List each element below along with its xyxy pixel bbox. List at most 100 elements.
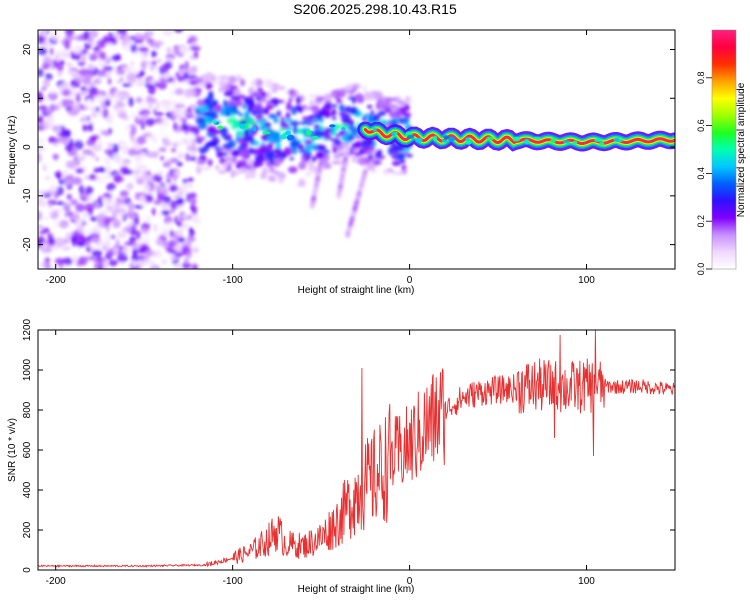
heatmap-cell: [110, 95, 116, 101]
heatmap-cell: [304, 139, 313, 145]
heatmap-cell: [97, 71, 104, 78]
heatmap-cell: [55, 201, 65, 206]
heatmap-cell: [169, 89, 175, 97]
heatmap-cell: [166, 46, 172, 55]
heatmap-cell: [175, 244, 180, 253]
heatmap-cell: [254, 104, 263, 112]
heatmap-cell: [154, 124, 165, 129]
heatmap-cell: [58, 219, 69, 229]
heatmap-cell: [112, 66, 117, 73]
heatmap-cell: [362, 115, 367, 123]
heatmap-cell: [179, 64, 186, 70]
heatmap-cell: [45, 107, 54, 116]
heatmap-cell: [347, 96, 355, 100]
heatmap-cell: [73, 35, 85, 41]
heatmap-cell: [194, 87, 202, 93]
heatmap-cell: [398, 107, 408, 112]
heatmap-cell: [523, 138, 530, 145]
heatmap-cell: [345, 105, 352, 113]
heatmap-cell: [53, 119, 65, 127]
heatmap-cell: [119, 92, 128, 99]
heatmap-cell: [353, 152, 363, 157]
heatmap-cell: [396, 152, 406, 160]
heatmap-cell: [375, 153, 382, 159]
heatmap-cell: [38, 195, 43, 203]
heatmap-cell: [127, 97, 134, 107]
heatmap-cell: [126, 220, 133, 228]
heatmap-cell: [72, 147, 78, 158]
heatmap-cell: [80, 113, 88, 122]
heatmap-cell: [71, 210, 80, 221]
heatmap-cell: [276, 110, 282, 118]
heatmap-cell: [163, 117, 169, 128]
heatmap-cell: [115, 238, 120, 249]
snr-y-axis: 0 200 400 600 800 1000 1200: [22, 318, 675, 573]
heatmap-cell: [224, 85, 230, 91]
heatmap-cell: [88, 64, 96, 71]
heatmap-cell: [298, 148, 306, 154]
heatmap-cell: [166, 221, 171, 230]
heatmap-cell: [56, 71, 63, 77]
spectrogram-x-label: Height of straight line (km): [298, 285, 415, 296]
heatmap-cell: [46, 209, 52, 215]
heatmap-cell: [207, 158, 213, 167]
heatmap-cell: [45, 120, 56, 128]
heatmap-cell: [65, 160, 77, 169]
heatmap-cell: [310, 144, 318, 150]
heatmap-cell: [152, 136, 158, 144]
heatmap-cell: [84, 71, 94, 80]
heatmap-cell: [618, 138, 623, 143]
heatmap-cell: [345, 231, 351, 238]
heatmap-cell: [43, 163, 55, 169]
heatmap-cell: [249, 147, 254, 154]
heatmap-cell: [46, 177, 56, 187]
heatmap-cell: [295, 96, 302, 105]
heatmap-cell: [373, 113, 381, 122]
heatmap-cell: [572, 140, 578, 145]
heatmap-cell: [96, 93, 105, 103]
heatmap-cell: [289, 120, 300, 127]
heatmap-cell: [38, 230, 47, 235]
heatmap-cell: [174, 170, 180, 177]
heatmap-cell: [140, 121, 145, 130]
heatmap-cell: [136, 77, 145, 88]
heatmap-cell: [38, 210, 43, 221]
heatmap-cell: [64, 142, 74, 152]
heatmap-cell: [136, 135, 147, 145]
heatmap-cell: [70, 234, 78, 243]
heatmap-cell: [182, 118, 187, 126]
spectrogram-y-tick-label: -10: [22, 188, 33, 203]
heatmap-cell: [297, 106, 304, 112]
heatmap-cell: [96, 175, 107, 184]
heatmap-cell: [176, 220, 183, 228]
heatmap-cell: [103, 148, 115, 155]
heatmap-cell: [155, 170, 164, 176]
heatmap-cell: [189, 55, 195, 60]
heatmap-cell: [275, 157, 282, 166]
heatmap-cell: [122, 115, 130, 121]
heatmap-cell: [225, 112, 231, 117]
heatmap-cell: [116, 30, 128, 35]
heatmap-cell: [38, 47, 48, 56]
heatmap-cell: [261, 170, 267, 179]
heatmap-cell: [117, 161, 128, 167]
heatmap-cell: [219, 127, 229, 136]
colorbar-tick-label: 0.6: [696, 119, 706, 132]
spectrogram-heatmap: [38, 30, 675, 269]
heatmap-cell: [289, 156, 294, 161]
heatmap-cell: [38, 236, 45, 245]
heatmap-cell: [319, 109, 324, 118]
heatmap-cell: [162, 140, 172, 147]
heatmap-cell: [75, 161, 81, 166]
heatmap-cell: [49, 47, 54, 56]
spectrogram-x-tick-label: -200: [46, 275, 66, 286]
heatmap-cell: [86, 37, 93, 42]
heatmap-cell: [274, 149, 281, 154]
heatmap-cell: [154, 234, 161, 239]
heatmap-cell: [53, 153, 58, 162]
heatmap-cell: [93, 224, 100, 235]
heatmap-cell: [173, 263, 183, 269]
heatmap-cell: [145, 193, 154, 203]
heatmap-cell: [124, 66, 132, 74]
